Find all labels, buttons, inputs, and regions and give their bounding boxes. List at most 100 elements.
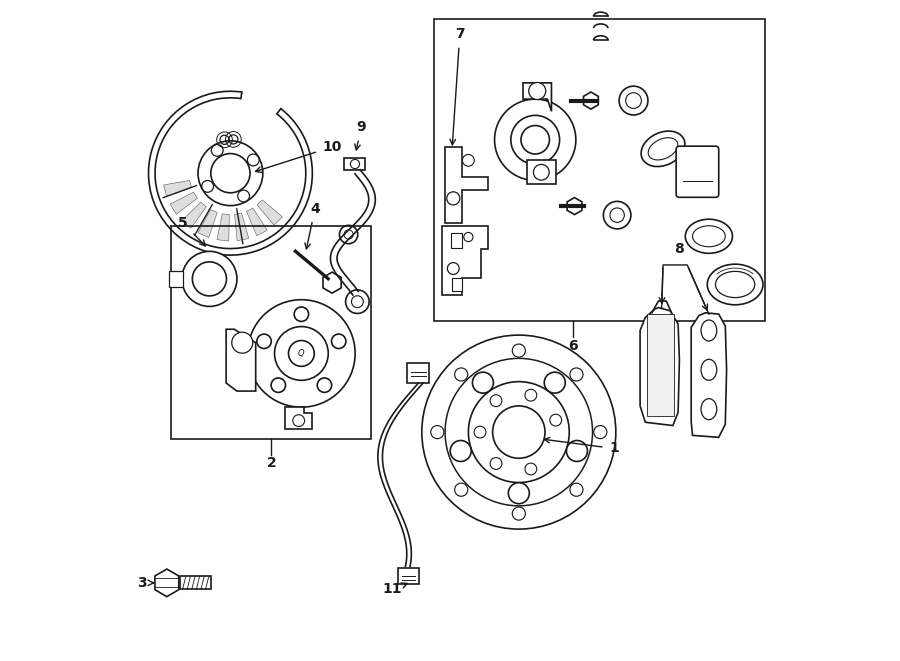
Circle shape	[289, 340, 314, 366]
Circle shape	[331, 334, 346, 348]
Circle shape	[511, 116, 560, 164]
Circle shape	[492, 406, 545, 458]
Polygon shape	[217, 214, 230, 241]
Circle shape	[570, 368, 583, 381]
Text: Q: Q	[298, 349, 305, 358]
Ellipse shape	[701, 360, 716, 380]
Circle shape	[512, 507, 526, 520]
Circle shape	[603, 202, 631, 229]
Circle shape	[446, 192, 460, 205]
Circle shape	[534, 165, 549, 180]
Text: 6: 6	[568, 338, 578, 352]
Ellipse shape	[701, 320, 716, 341]
Polygon shape	[285, 407, 312, 429]
Polygon shape	[442, 226, 488, 295]
Circle shape	[271, 378, 285, 393]
Circle shape	[193, 262, 227, 296]
Circle shape	[447, 262, 459, 274]
Circle shape	[346, 290, 369, 313]
Text: 4: 4	[305, 202, 320, 249]
Bar	[345, 158, 365, 170]
FancyBboxPatch shape	[676, 146, 719, 198]
Circle shape	[317, 378, 331, 393]
Circle shape	[464, 233, 472, 242]
Circle shape	[422, 335, 616, 529]
Ellipse shape	[692, 226, 725, 247]
Polygon shape	[691, 313, 726, 438]
Polygon shape	[182, 202, 206, 228]
Circle shape	[626, 93, 642, 108]
Circle shape	[512, 344, 526, 357]
Circle shape	[550, 414, 562, 426]
Polygon shape	[523, 83, 552, 111]
Polygon shape	[567, 198, 582, 215]
Polygon shape	[235, 213, 248, 241]
Polygon shape	[170, 192, 197, 214]
Circle shape	[491, 395, 502, 407]
Circle shape	[619, 86, 648, 115]
Ellipse shape	[716, 272, 755, 297]
Circle shape	[256, 334, 271, 348]
Polygon shape	[247, 208, 267, 236]
Circle shape	[182, 251, 237, 307]
Polygon shape	[446, 147, 488, 223]
Circle shape	[525, 463, 536, 475]
Circle shape	[431, 426, 444, 439]
Ellipse shape	[707, 264, 763, 305]
Circle shape	[491, 457, 502, 469]
Bar	[169, 271, 184, 287]
Circle shape	[570, 483, 583, 496]
Text: 5: 5	[178, 216, 205, 246]
Circle shape	[472, 372, 493, 393]
Circle shape	[463, 155, 474, 167]
Polygon shape	[323, 272, 341, 293]
Text: 7: 7	[450, 27, 464, 145]
Polygon shape	[257, 200, 283, 225]
Circle shape	[474, 426, 486, 438]
Text: 9: 9	[355, 120, 366, 150]
Text: 1: 1	[544, 438, 618, 455]
Circle shape	[232, 332, 253, 353]
Circle shape	[446, 358, 592, 506]
Bar	[180, 576, 211, 590]
Polygon shape	[155, 569, 179, 597]
Polygon shape	[527, 160, 555, 184]
Text: 2: 2	[266, 456, 276, 470]
Circle shape	[525, 389, 536, 401]
Bar	[407, 364, 429, 383]
Circle shape	[610, 208, 625, 222]
Ellipse shape	[641, 131, 685, 167]
Bar	[452, 278, 462, 292]
Polygon shape	[198, 210, 217, 237]
Circle shape	[454, 368, 468, 381]
Polygon shape	[164, 180, 192, 196]
Bar	[434, 19, 765, 321]
Bar	[398, 568, 419, 584]
Circle shape	[566, 440, 588, 461]
Circle shape	[508, 483, 529, 504]
Circle shape	[339, 225, 358, 244]
Circle shape	[528, 83, 545, 100]
Bar	[171, 225, 372, 439]
Circle shape	[468, 381, 570, 483]
Circle shape	[544, 372, 565, 393]
Circle shape	[594, 426, 607, 439]
Circle shape	[521, 126, 549, 154]
Circle shape	[495, 99, 576, 180]
Circle shape	[450, 440, 472, 461]
Text: 10: 10	[256, 140, 342, 173]
Ellipse shape	[701, 399, 716, 420]
Polygon shape	[640, 307, 680, 426]
Circle shape	[350, 159, 359, 169]
Text: 11: 11	[382, 582, 408, 596]
Circle shape	[274, 327, 328, 380]
Ellipse shape	[648, 137, 678, 160]
Circle shape	[294, 307, 309, 321]
Circle shape	[248, 299, 356, 407]
Text: 3: 3	[137, 576, 154, 590]
Text: 8: 8	[674, 241, 684, 256]
Bar	[646, 314, 674, 416]
Polygon shape	[583, 92, 599, 109]
Circle shape	[454, 483, 468, 496]
Bar	[451, 233, 463, 247]
